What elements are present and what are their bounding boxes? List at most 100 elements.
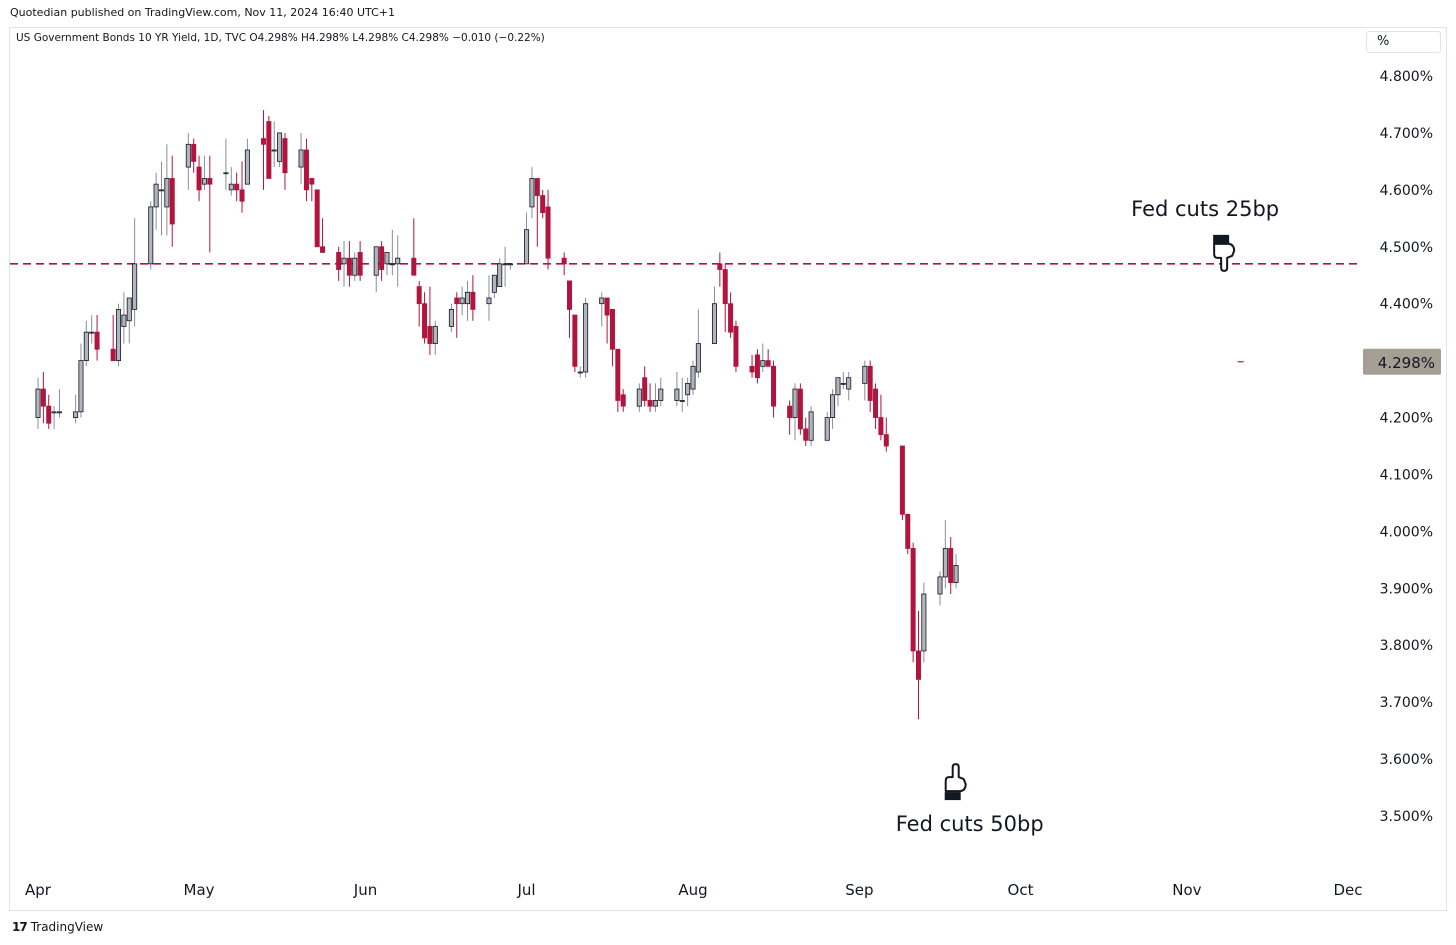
candle-body — [615, 348, 621, 401]
candle — [73, 394, 79, 424]
candle — [389, 229, 395, 276]
candle-body — [158, 189, 164, 192]
candle-body — [948, 548, 954, 584]
candle — [341, 241, 347, 287]
candle-body — [228, 183, 234, 191]
candle-body — [497, 263, 503, 288]
candle-body — [695, 343, 701, 373]
candle — [116, 303, 122, 367]
candle — [309, 178, 315, 202]
symbol-legend[interactable]: US Government Bonds 10 YR Yield, 1D, TVC… — [16, 32, 545, 44]
candle — [422, 292, 428, 344]
candle — [685, 377, 691, 407]
publisher-caption: Quotedian published on TradingView.com, … — [10, 6, 395, 19]
candle-body — [491, 274, 497, 293]
candle — [652, 383, 658, 412]
candle-body — [121, 314, 127, 327]
candle-body — [540, 195, 546, 214]
candle-body — [73, 411, 79, 418]
candle — [835, 377, 841, 407]
candle — [320, 218, 326, 253]
y-tick-label: 4.200% — [1380, 411, 1433, 427]
candle-body — [389, 263, 395, 266]
candle-body — [679, 400, 685, 402]
candle-body — [223, 172, 229, 175]
candle-body — [577, 371, 583, 374]
candle-body — [234, 183, 240, 191]
candle-body — [878, 417, 884, 436]
candle — [486, 275, 492, 321]
candle — [717, 252, 723, 287]
candle-body — [416, 286, 422, 305]
candle-body — [754, 354, 760, 379]
unit-selector[interactable]: % — [1366, 31, 1441, 53]
candle — [169, 155, 175, 247]
candle-body — [465, 291, 471, 305]
candle-body — [352, 257, 358, 276]
candle — [89, 315, 95, 344]
candle — [266, 115, 272, 179]
candle — [615, 348, 621, 412]
candle — [577, 366, 583, 378]
candle-body — [905, 513, 911, 549]
candle-body — [395, 257, 401, 265]
candle — [647, 383, 653, 412]
candle-body — [760, 360, 766, 367]
candle-body — [545, 206, 551, 259]
candle-body — [910, 548, 916, 652]
candle — [722, 263, 728, 333]
candle-body — [771, 365, 777, 407]
candle-body — [840, 382, 846, 385]
candle — [636, 383, 642, 412]
candle-body — [454, 297, 460, 305]
y-tick-label: 3.500% — [1380, 809, 1433, 825]
y-tick-label: 3.900% — [1380, 581, 1433, 597]
candle-body — [534, 178, 540, 196]
candle — [260, 110, 266, 190]
last-price-label: 4.298% — [1378, 354, 1435, 372]
candle-body — [899, 445, 905, 515]
y-tick-label: 4.000% — [1380, 524, 1433, 540]
candle-body — [196, 166, 202, 191]
candle — [862, 360, 868, 401]
candle — [373, 246, 379, 293]
candle — [883, 417, 889, 452]
candle — [803, 417, 809, 446]
candle — [609, 308, 615, 367]
candle-body — [357, 252, 363, 276]
candle-body — [507, 263, 513, 266]
candle-body — [765, 360, 771, 367]
candle-body — [411, 257, 417, 276]
candle — [728, 292, 734, 338]
candle-body — [83, 331, 89, 362]
candle-body — [604, 297, 610, 316]
y-tick-label: 4.400% — [1380, 297, 1433, 313]
candle — [765, 349, 771, 367]
candle — [873, 383, 879, 429]
candle — [465, 280, 471, 321]
x-tick-label: May — [184, 881, 215, 899]
candle-body — [191, 143, 197, 162]
candle-body — [658, 388, 664, 401]
candle — [185, 132, 191, 190]
candle — [35, 377, 41, 429]
candle-body — [846, 377, 852, 390]
candle — [754, 349, 760, 384]
candle-body — [803, 428, 809, 441]
x-tick-label: Dec — [1333, 881, 1362, 899]
annotation-label: Fed cuts 50bp — [896, 812, 1044, 836]
x-tick-label: Sep — [845, 881, 873, 899]
candle-body — [89, 331, 95, 334]
candle-body — [432, 326, 438, 344]
candle — [126, 297, 132, 344]
candle-body — [320, 246, 326, 253]
candle — [953, 554, 959, 589]
candle-body — [652, 400, 658, 407]
candle-body — [787, 405, 793, 418]
pointing-hand-down-icon — [1213, 234, 1236, 272]
candle-body — [561, 257, 567, 265]
candle — [282, 132, 288, 190]
candle — [459, 286, 465, 316]
candle-body — [341, 257, 347, 265]
